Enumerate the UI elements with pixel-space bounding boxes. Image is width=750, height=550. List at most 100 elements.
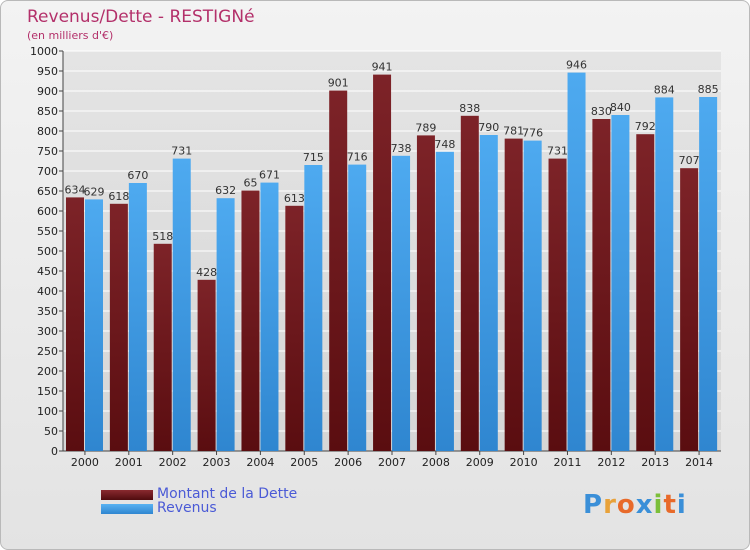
data-label-revenus: 715 (303, 151, 324, 164)
bar-revenus (699, 97, 718, 451)
data-label-dette: 518 (152, 230, 173, 243)
y-tick-label: 550 (37, 225, 58, 238)
x-tick-label: 2014 (685, 456, 713, 469)
logo-letter: P (583, 490, 604, 520)
y-tick-label: 150 (37, 385, 58, 398)
data-label-dette: 781 (503, 125, 524, 138)
y-tick-label: 400 (37, 285, 58, 298)
bar-dette (416, 135, 435, 451)
bar-dette (197, 279, 216, 451)
bar-revenus (655, 97, 674, 452)
bar-revenus (85, 199, 103, 451)
data-label-revenus: 885 (698, 83, 719, 96)
data-label-dette: 428 (196, 266, 217, 279)
data-label-revenus: 731 (171, 145, 192, 158)
x-tick-label: 2000 (71, 456, 99, 469)
legend-swatch-dette (101, 490, 153, 500)
y-tick-label: 450 (37, 265, 58, 278)
logo-letter: i (653, 490, 664, 520)
logo-letter: i (676, 490, 687, 520)
x-tick-label: 2004 (246, 456, 274, 469)
chart-subtitle: (en milliers d'€) (27, 29, 114, 42)
bar-revenus (523, 140, 542, 451)
x-tick-label: 2002 (159, 456, 187, 469)
y-tick-label: 700 (37, 165, 58, 178)
data-label-revenus: 738 (391, 142, 412, 155)
x-tick-label: 2006 (334, 456, 362, 469)
y-tick-label: 200 (37, 365, 58, 378)
bar-dette (548, 158, 567, 451)
y-tick-label: 600 (37, 205, 58, 218)
bar-dette (636, 134, 655, 451)
x-tick-label: 2007 (378, 456, 406, 469)
data-label-revenus: 629 (84, 185, 105, 198)
x-tick-label: 2013 (641, 456, 669, 469)
data-label-revenus: 776 (522, 127, 543, 140)
data-label-dette: 618 (108, 190, 129, 203)
x-tick-label: 2005 (290, 456, 318, 469)
x-tick-label: 2009 (466, 456, 494, 469)
data-label-revenus: 748 (434, 138, 455, 151)
x-tick-label: 2010 (510, 456, 538, 469)
bar-dette (373, 74, 392, 451)
logo-letter: t (663, 490, 677, 520)
bar-dette (153, 243, 172, 451)
data-label-dette: 830 (591, 105, 612, 118)
bar-dette (592, 119, 611, 451)
y-tick-label: 800 (37, 125, 58, 138)
chart-title: Revenus/Dette - RESTIGNé (27, 7, 255, 27)
data-label-dette: 731 (547, 145, 568, 158)
bar-dette (109, 203, 128, 451)
y-tick-label: 1000 (30, 45, 58, 58)
data-label-revenus: 670 (127, 169, 148, 182)
bar-dette (680, 168, 699, 451)
bar-revenus (260, 182, 279, 451)
x-tick-label: 2008 (422, 456, 450, 469)
bar-revenus (479, 135, 498, 451)
data-label-revenus: 716 (347, 151, 368, 164)
data-label-revenus: 790 (478, 121, 499, 134)
y-tick-label: 850 (37, 105, 58, 118)
bar-revenus (435, 151, 454, 452)
y-tick-label: 50 (44, 425, 58, 438)
y-tick-label: 950 (37, 65, 58, 78)
y-tick-label: 750 (37, 145, 58, 158)
bar-revenus (128, 183, 147, 451)
data-label-dette: 634 (65, 183, 86, 196)
x-tick-label: 2011 (553, 456, 581, 469)
bar-dette (66, 197, 84, 451)
legend-swatch-revenus (101, 504, 153, 514)
y-tick-label: 350 (37, 305, 58, 318)
bar-revenus (216, 198, 235, 451)
legend-label-dette: Montant de la Dette (157, 486, 298, 502)
data-label-dette: 941 (372, 61, 393, 74)
bar-dette (285, 205, 304, 451)
y-tick-label: 500 (37, 245, 58, 258)
y-tick-label: 650 (37, 185, 58, 198)
logo-letter: x (635, 490, 654, 520)
bar-dette (460, 115, 479, 452)
data-label-dette: 65 (243, 177, 257, 190)
y-tick-label: 100 (37, 405, 58, 418)
data-label-dette: 707 (679, 154, 700, 167)
data-label-revenus: 671 (259, 169, 280, 182)
logo-letter: o (616, 490, 636, 520)
y-tick-label: 300 (37, 325, 58, 338)
data-label-revenus: 946 (566, 59, 587, 72)
bar-dette (241, 190, 260, 451)
y-tick-label: 900 (37, 85, 58, 98)
x-tick-label: 2012 (597, 456, 625, 469)
logo-letter: r (603, 490, 617, 520)
data-label-dette: 792 (635, 120, 656, 133)
bar-dette (329, 90, 348, 451)
data-label-dette: 789 (415, 121, 436, 134)
data-label-dette: 613 (284, 192, 305, 205)
data-label-dette: 838 (459, 102, 480, 115)
bar-revenus (304, 165, 323, 451)
legend-label-revenus: Revenus (157, 500, 217, 516)
data-label-dette: 901 (328, 77, 349, 90)
y-tick-label: 0 (51, 445, 58, 458)
proxiti-logo: Proxiti (583, 490, 687, 520)
